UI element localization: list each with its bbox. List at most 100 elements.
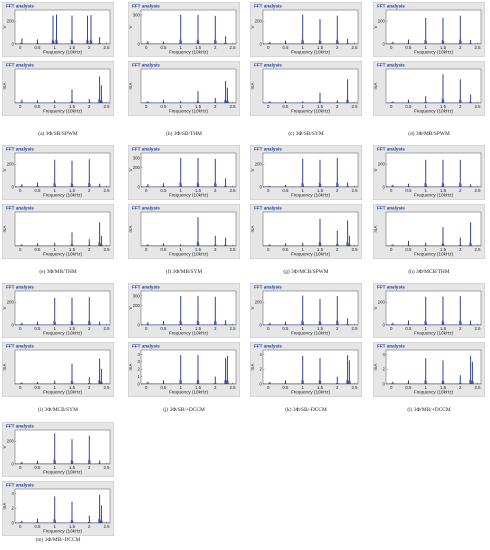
subfigure-caption: (f) 3Φ/MB/SYM xyxy=(165,269,203,275)
current-fft-panel: FFT analysis 0 0.5 1 1.5 2 2.5 0 1 2 3 4 Frequency (… xyxy=(128,342,240,397)
x-tick-label: 0 xyxy=(19,385,22,390)
x-tick-label: 1.5 xyxy=(317,326,324,331)
x-tick-label: 1 xyxy=(54,45,57,50)
x-tick-label: 0.5 xyxy=(34,524,41,529)
x-tick-label: 2 xyxy=(88,326,91,331)
x-axis-label: Frequency (10kHz) xyxy=(43,193,83,198)
y-axis-label: V xyxy=(250,306,255,310)
x-tick-label: 1.5 xyxy=(195,385,202,390)
x-tick-label: 0.5 xyxy=(34,188,41,193)
y-axis-label: mA xyxy=(250,363,255,371)
x-axis-label: Frequency (10kHz) xyxy=(43,50,83,55)
x-tick-label: 2 xyxy=(459,104,462,109)
x-tick-label: 1 xyxy=(180,45,183,50)
window-title: FFT analysis xyxy=(132,284,160,289)
x-axis-label: Frequency (10kHz) xyxy=(414,331,454,336)
y-axis-label: mA xyxy=(2,82,7,90)
x-axis-label: Frequency (10kHz) xyxy=(291,50,331,55)
y-axis-label: mA xyxy=(128,225,133,233)
x-tick-label: 0 xyxy=(267,45,270,50)
plot-area xyxy=(262,68,359,104)
voltage-fft-panel: FFT analysis 0 0.5 1 1.5 2 2.5 0 200 Frequency (1… xyxy=(373,2,485,57)
x-tick-label: 2.5 xyxy=(351,104,358,109)
x-tick-label: 1.5 xyxy=(440,385,447,390)
x-tick-label: 0 xyxy=(19,247,22,252)
x-tick-label: 1.5 xyxy=(440,104,447,109)
plot-area xyxy=(14,68,111,104)
x-tick-label: 1 xyxy=(425,45,428,50)
y-axis-label: V xyxy=(250,25,255,29)
window-title: FFT analysis xyxy=(6,205,34,210)
x-tick-label: 1 xyxy=(302,45,305,50)
x-tick-label: 1.5 xyxy=(440,45,447,50)
y-tick-label: 2 xyxy=(259,367,262,372)
x-tick-label: 0.5 xyxy=(282,247,289,252)
plot-area xyxy=(14,429,111,465)
subfigure-caption: (m) 3Φ/MB/-DCCM xyxy=(35,537,81,543)
x-tick-label: 2.5 xyxy=(103,385,110,390)
window-title: FFT analysis xyxy=(254,284,282,289)
x-tick-label: 2 xyxy=(336,188,339,193)
plot-area xyxy=(14,290,111,326)
x-tick-label: 0 xyxy=(145,45,148,50)
y-tick-label: 0 xyxy=(11,461,14,466)
y-tick-label: 0 xyxy=(11,41,14,46)
x-tick-label: 2.5 xyxy=(474,188,481,193)
current-fft-panel: FFT analysis 0 0.5 1 1.5 2 2.5 Frequency (10kHz… xyxy=(250,61,362,116)
y-tick-label: 200 xyxy=(7,19,15,24)
current-fft-panel: FFT analysis 0 0.5 1 1.5 2 2.5 Frequency (10kHz… xyxy=(250,204,362,259)
window-title: FFT analysis xyxy=(6,3,34,8)
x-tick-label: 0.5 xyxy=(405,385,412,390)
x-axis-label: Frequency (10kHz) xyxy=(169,50,209,55)
plot-area xyxy=(385,9,482,45)
y-tick-label: 0 xyxy=(382,381,385,386)
window-title: FFT analysis xyxy=(6,62,34,67)
current-fft-panel: FFT analysis 0 0.5 1 1.5 2 2.5 Frequency (10kHz… xyxy=(2,61,114,116)
x-tick-label: 2.5 xyxy=(103,45,110,50)
x-tick-label: 0 xyxy=(19,104,22,109)
x-tick-label: 0.5 xyxy=(160,45,167,50)
x-tick-label: 2.5 xyxy=(229,45,236,50)
x-tick-label: 1 xyxy=(302,385,305,390)
y-tick-label: 0 xyxy=(382,184,385,189)
y-tick-label: 0 xyxy=(137,184,140,189)
y-axis-label: mA xyxy=(250,225,255,233)
current-fft-panel: FFT analysis 0 0.5 1 1.5 2 2.5 Frequency (10kHz… xyxy=(128,61,240,116)
x-tick-label: 0 xyxy=(267,385,270,390)
y-tick-label: 200 xyxy=(133,165,141,170)
x-tick-label: 2 xyxy=(459,188,462,193)
x-tick-label: 0.5 xyxy=(160,326,167,331)
y-axis-label: V xyxy=(373,306,378,310)
x-axis-label: Frequency (10kHz) xyxy=(291,331,331,336)
subfigure-caption: (i) 3Φ/MCB/SYM xyxy=(38,407,78,413)
y-tick-label: 4 xyxy=(11,491,14,496)
x-tick-label: 2.5 xyxy=(229,326,236,331)
y-tick-label: 2 xyxy=(137,367,140,372)
x-tick-label: 2 xyxy=(88,385,91,390)
y-axis-label: V xyxy=(128,25,133,29)
x-tick-label: 1.5 xyxy=(69,326,76,331)
x-tick-label: 2.5 xyxy=(474,45,481,50)
x-tick-label: 0 xyxy=(145,385,148,390)
x-tick-label: 1 xyxy=(302,104,305,109)
x-tick-label: 2 xyxy=(214,45,217,50)
window-title: FFT analysis xyxy=(377,284,405,289)
x-tick-label: 2 xyxy=(214,104,217,109)
x-tick-label: 0.5 xyxy=(282,385,289,390)
plot-area xyxy=(385,211,482,247)
y-tick-label: 200 xyxy=(7,300,15,305)
y-axis-label: V xyxy=(373,25,378,29)
y-axis-label: V xyxy=(128,306,133,310)
x-tick-label: 1.5 xyxy=(195,326,202,331)
subfigure-caption: (a) 3Φ/SB/SPWM xyxy=(38,131,78,137)
x-tick-label: 0 xyxy=(145,326,148,331)
x-tick-label: 0 xyxy=(267,188,270,193)
x-tick-label: 0 xyxy=(390,247,393,252)
y-tick-label: 200 xyxy=(255,19,263,24)
y-tick-label: 0 xyxy=(11,322,14,327)
x-axis-label: Frequency (10kHz) xyxy=(169,331,209,336)
x-tick-label: 2.5 xyxy=(103,188,110,193)
subfigure-caption: (h) 3Φ/MCB/THM xyxy=(408,269,450,275)
x-tick-label: 0 xyxy=(390,326,393,331)
x-tick-label: 0 xyxy=(145,247,148,252)
